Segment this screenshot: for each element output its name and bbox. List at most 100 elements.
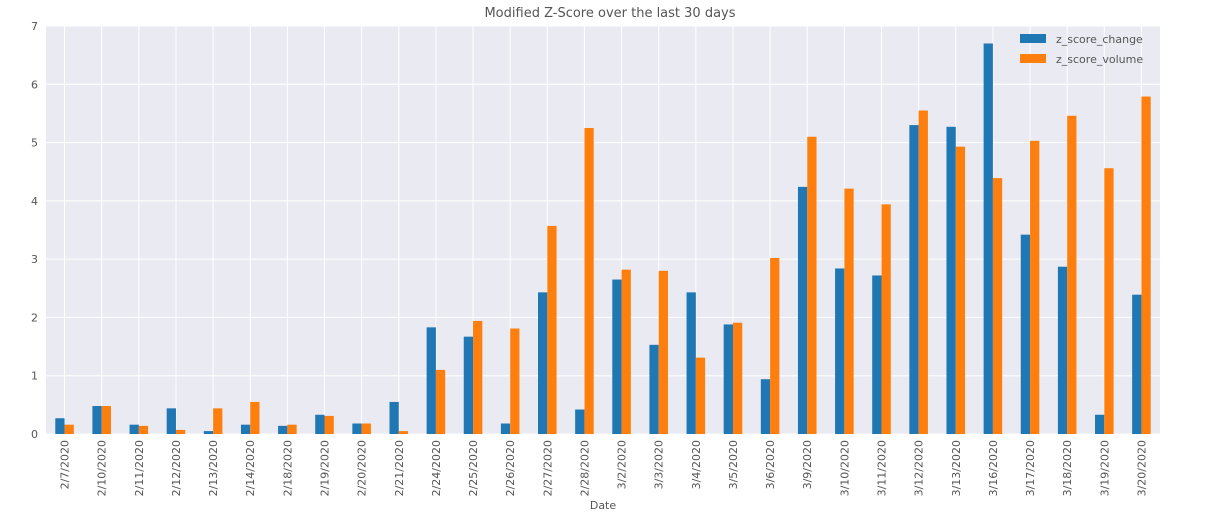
legend-swatch <box>1020 34 1046 43</box>
bar-z-score-volume <box>324 415 334 434</box>
bar-z-score-volume <box>138 425 149 434</box>
x-tick-label: 3/16/2020 <box>987 440 1000 496</box>
bar-z-score-change <box>1095 414 1105 434</box>
bar-z-score-change <box>946 126 956 434</box>
x-tick-label: 2/25/2020 <box>467 440 480 496</box>
x-tick-label: 2/21/2020 <box>393 440 406 496</box>
bar-z-score-volume <box>584 128 594 434</box>
x-tick-label: 3/13/2020 <box>950 440 963 496</box>
bar-z-score-volume <box>1030 140 1040 434</box>
bar-z-score-change <box>129 424 139 434</box>
x-tick-label: 3/20/2020 <box>1135 440 1148 496</box>
x-tick-label: 2/18/2020 <box>281 440 294 496</box>
x-tick-label: 3/11/2020 <box>876 440 889 496</box>
bar-z-score-change <box>1132 294 1142 434</box>
x-tick-label: 3/2/2020 <box>616 440 629 489</box>
legend-label: z_score_volume <box>1056 53 1143 66</box>
bar-z-score-change <box>166 408 176 434</box>
bar-z-score-change <box>426 327 436 434</box>
bar-z-score-change <box>240 424 251 434</box>
y-tick-label: 2 <box>31 311 38 324</box>
bar-z-score-volume <box>287 424 297 434</box>
bar-z-score-change <box>686 292 696 434</box>
x-tick-label: 3/18/2020 <box>1061 440 1074 496</box>
x-tick-label: 2/19/2020 <box>319 440 332 496</box>
bar-z-score-change <box>909 125 919 434</box>
bar-z-score-volume <box>844 188 854 434</box>
x-tick-label: 3/5/2020 <box>727 440 740 489</box>
bar-z-score-change <box>389 401 399 434</box>
bar-z-score-volume <box>213 408 223 434</box>
legend-label: z_score_change <box>1056 33 1143 46</box>
y-tick-label: 1 <box>31 370 38 383</box>
bar-z-score-volume <box>621 269 631 434</box>
bar-z-score-change <box>575 409 585 434</box>
x-tick-label: 2/7/2020 <box>59 440 72 489</box>
bar-z-score-change <box>463 336 474 434</box>
bar-z-score-change <box>1057 266 1068 434</box>
bar-z-score-change <box>352 423 362 434</box>
y-tick-label: 0 <box>31 428 38 441</box>
chart-title: Modified Z-Score over the last 30 days <box>484 6 735 21</box>
bar-z-score-change <box>538 292 548 434</box>
bar-z-score-volume <box>918 110 928 434</box>
bar-z-score-volume <box>1067 115 1077 434</box>
x-tick-label: 2/28/2020 <box>578 440 591 496</box>
x-tick-label: 2/10/2020 <box>96 440 109 496</box>
bar-z-score-volume <box>881 204 891 434</box>
bar-z-score-volume <box>547 225 557 434</box>
bar-z-score-volume <box>64 424 74 434</box>
y-tick-label: 5 <box>31 137 38 150</box>
bar-z-score-volume <box>435 369 446 434</box>
y-tick-label: 7 <box>31 20 38 33</box>
bar-z-score-volume <box>658 270 668 434</box>
bar-z-score-volume <box>695 357 706 434</box>
bars <box>55 43 1151 435</box>
bar-z-score-change <box>649 344 659 434</box>
x-tick-label: 3/4/2020 <box>690 440 703 489</box>
x-tick-label: 2/14/2020 <box>244 440 257 496</box>
plot-area <box>46 26 1160 434</box>
bar-z-score-volume <box>361 423 371 434</box>
y-tick-label: 6 <box>31 78 38 91</box>
y-tick-label: 3 <box>31 253 38 266</box>
bar-z-score-change <box>983 43 993 434</box>
x-tick-label: 3/10/2020 <box>838 440 851 496</box>
x-tick-label: 3/6/2020 <box>764 440 777 489</box>
y-tick-label: 4 <box>31 195 38 208</box>
x-axis-label: Date <box>590 499 617 512</box>
x-tick-label: 2/26/2020 <box>504 440 517 496</box>
x-tick-label: 3/9/2020 <box>801 440 814 489</box>
bar-z-score-volume <box>473 320 483 434</box>
x-tick-label: 3/3/2020 <box>653 440 666 489</box>
bar-z-score-change <box>760 379 771 434</box>
x-tick-label: 3/12/2020 <box>913 440 926 496</box>
x-tick-label: 2/24/2020 <box>430 440 443 496</box>
x-tick-label: 2/12/2020 <box>170 440 183 496</box>
bar-z-score-volume <box>732 322 743 434</box>
bar-z-score-change <box>612 279 622 434</box>
x-tick-label: 3/19/2020 <box>1098 440 1111 496</box>
bar-z-score-volume <box>510 328 520 434</box>
bar-z-score-volume <box>807 136 817 434</box>
bar-z-score-volume <box>992 178 1003 434</box>
bar-z-score-change <box>92 406 102 434</box>
legend: z_score_change z_score_volume <box>1020 33 1143 66</box>
bar-z-score-volume <box>175 429 186 434</box>
x-axis: 2/7/2020 2/10/2020 2/11/2020 2/12/2020 2/13/… <box>59 440 1149 496</box>
x-tick-label: 2/13/2020 <box>207 440 220 496</box>
bar-z-score-change <box>835 268 845 434</box>
bar-z-score-change <box>55 418 65 434</box>
bar-z-score-change <box>203 431 214 434</box>
bar-z-score-change <box>872 275 882 434</box>
x-tick-label: 2/20/2020 <box>356 440 369 496</box>
x-tick-label: 2/27/2020 <box>541 440 554 496</box>
bar-z-score-change <box>315 414 325 434</box>
bar-z-score-volume <box>398 431 409 434</box>
legend-swatch <box>1020 54 1046 63</box>
bar-z-score-volume <box>955 146 966 434</box>
bar-z-score-change <box>797 186 808 434</box>
bar-z-score-change <box>278 425 288 434</box>
